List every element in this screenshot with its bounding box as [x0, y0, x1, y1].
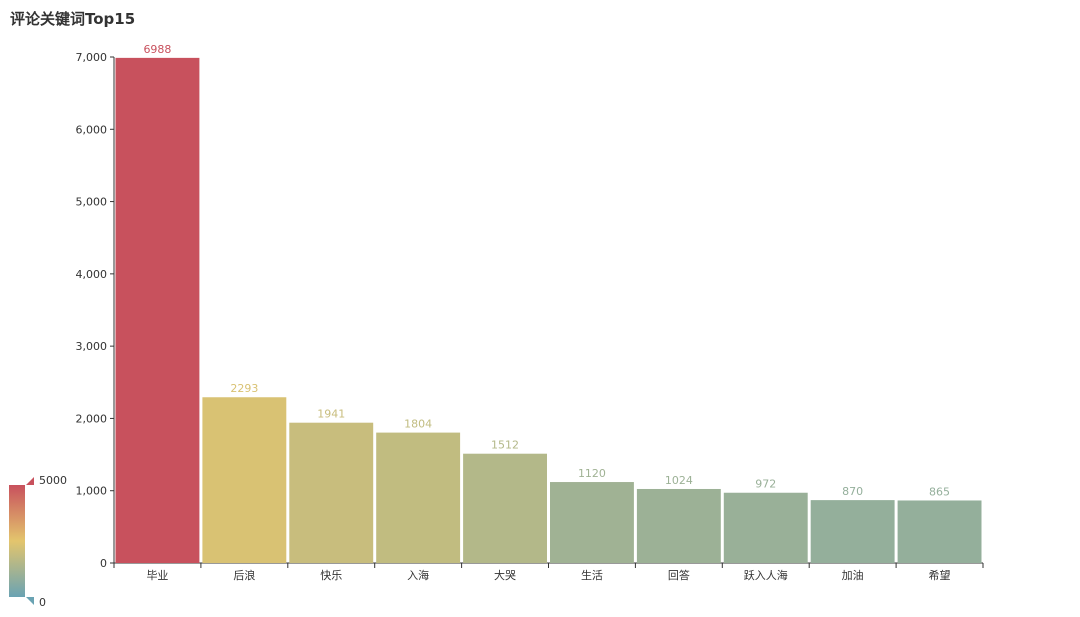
bar [289, 422, 374, 563]
x-tick-label: 生活 [581, 568, 603, 582]
x-tick-label: 希望 [929, 568, 951, 582]
bar [550, 482, 634, 563]
visual-map-max-label: 5000 [39, 474, 67, 487]
data-label: 865 [929, 485, 950, 498]
bar [115, 57, 200, 563]
data-label: 2293 [230, 382, 258, 395]
y-tick-label: 0 [100, 557, 107, 570]
bar [897, 500, 982, 563]
data-label: 1024 [665, 474, 693, 487]
y-tick-label: 2,000 [76, 412, 108, 425]
visual-map-min-label: 0 [39, 596, 46, 609]
bar [376, 432, 461, 563]
y-tick-label: 6,000 [76, 123, 108, 136]
data-label: 1804 [404, 418, 432, 431]
y-tick-label: 3,000 [76, 340, 108, 353]
y-tick-label: 5,000 [76, 196, 108, 209]
data-label: 6988 [143, 43, 171, 56]
x-tick-label: 大哭 [494, 568, 516, 582]
visual-map-min-handle [26, 597, 34, 605]
bar [202, 397, 287, 563]
visual-map-bar [9, 485, 25, 597]
x-tick-label: 入海 [407, 568, 429, 582]
bar [810, 500, 895, 563]
data-label: 1941 [317, 408, 345, 421]
x-tick-label: 快乐 [320, 569, 342, 582]
bar [636, 488, 721, 563]
chart-title: 评论关键词Top15 [10, 10, 136, 28]
bar [463, 453, 547, 563]
data-label: 870 [842, 485, 863, 498]
data-label: 972 [755, 478, 776, 491]
y-tick-label: 7,000 [76, 51, 108, 64]
x-tick-label: 后浪 [233, 568, 255, 582]
x-tick-label: 毕业 [146, 569, 168, 582]
y-tick-label: 1,000 [76, 485, 108, 498]
y-tick-label: 4,000 [76, 268, 108, 281]
bar [723, 492, 808, 563]
x-tick-label: 跃入人海 [744, 568, 788, 582]
visual-map-max-handle [26, 477, 34, 485]
data-label: 1512 [491, 439, 519, 452]
x-tick-label: 加油 [842, 568, 864, 582]
x-tick-label: 回答 [668, 568, 690, 582]
data-label: 1120 [578, 467, 606, 480]
